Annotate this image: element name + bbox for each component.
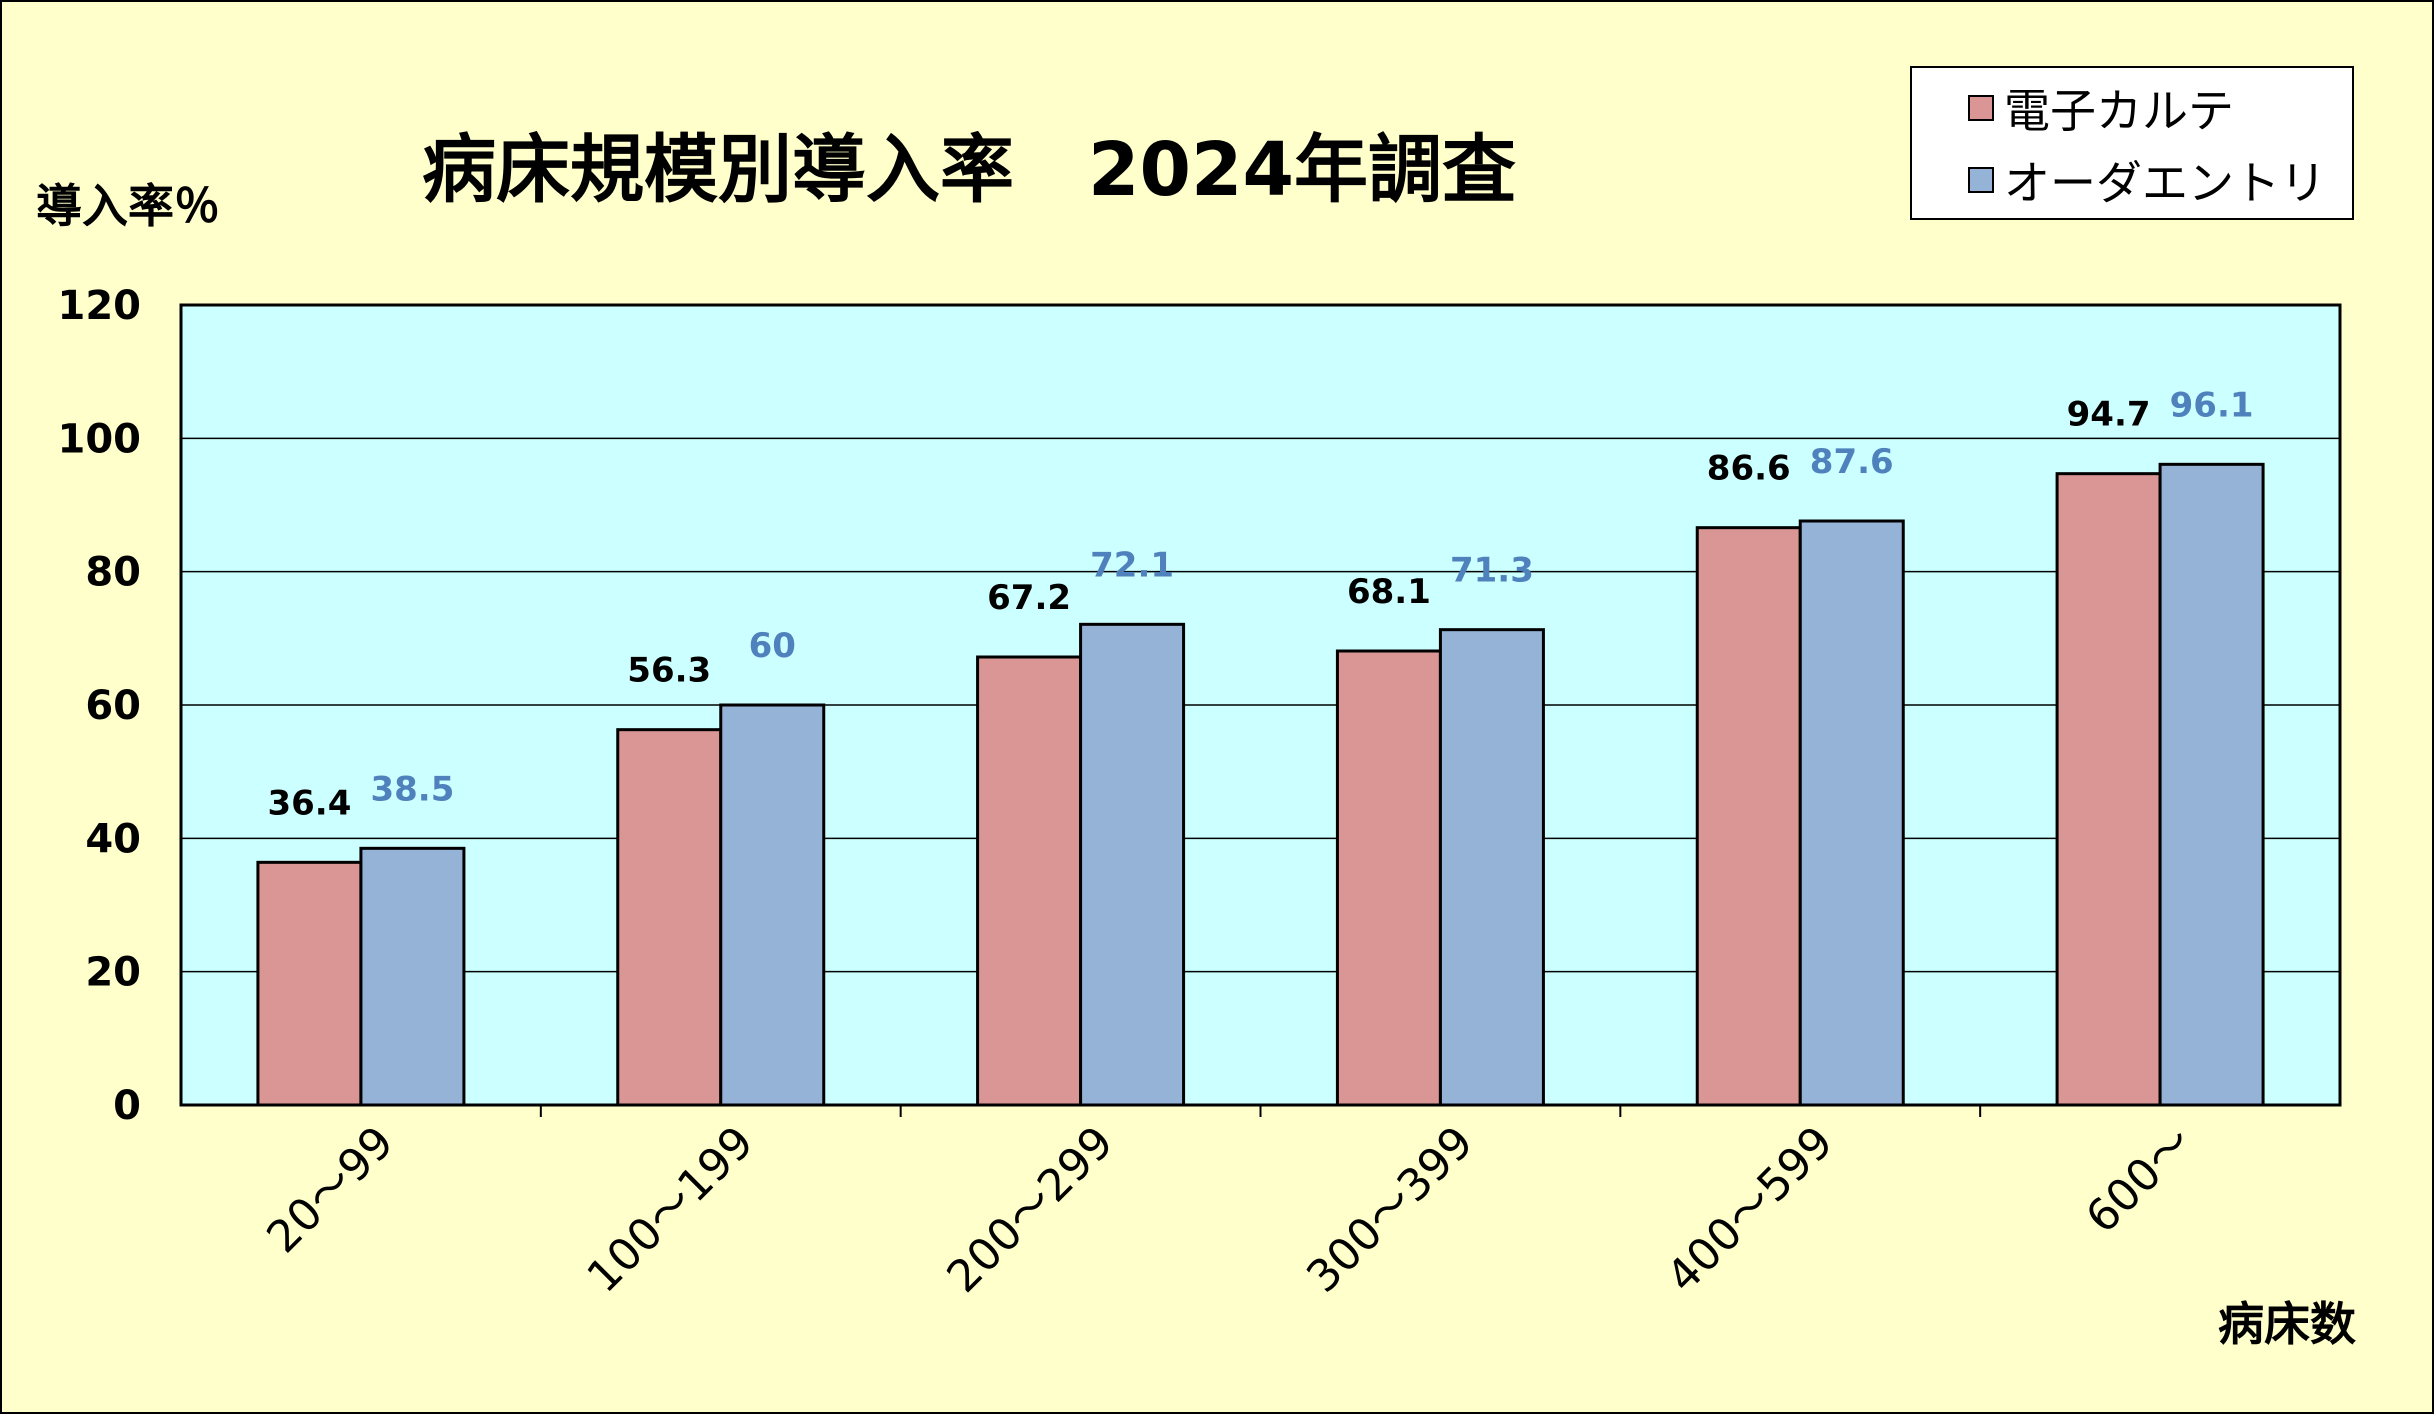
bar <box>2055 472 2162 1107</box>
value-label: 71.3 <box>1450 551 1534 591</box>
grid-lines <box>181 437 2340 973</box>
bar <box>616 728 723 1107</box>
chart-title: 病床規模別導入率 2024年調査 <box>422 127 1516 213</box>
value-label: 86.6 <box>1707 449 1791 489</box>
value-label: 60 <box>749 626 796 666</box>
x-axis-title: 病床数 <box>2218 1297 2356 1351</box>
legend-swatch-emr <box>1968 95 1994 121</box>
y-tick-labels: 0 20 40 60 80 100 120 <box>58 283 142 1129</box>
bar <box>1079 622 1186 1107</box>
bar <box>1335 649 1442 1107</box>
axes <box>179 305 2340 1117</box>
value-label: 87.6 <box>1810 442 1894 482</box>
legend-label-emr: 電子カルテ <box>2004 84 2234 138</box>
bar <box>359 846 466 1107</box>
legend-item-emr: 電子カルテ <box>1968 78 2234 138</box>
bar <box>719 703 826 1107</box>
value-label: 56.3 <box>627 651 711 691</box>
bar <box>1438 628 1545 1107</box>
y-tick-label: 20 <box>85 950 141 996</box>
value-label: 38.5 <box>370 769 454 809</box>
y-tick-label: 120 <box>58 283 142 329</box>
legend: 電子カルテ オーダエントリ <box>1910 66 2354 220</box>
value-label: 96.1 <box>2170 385 2254 425</box>
bar <box>1798 519 1905 1107</box>
value-labels: 36.4 38.5 56.3 60 67.2 72.1 68.1 71.3 86.6 87.6 94… <box>267 385 2253 823</box>
x-tick-labels: 20～99 100～199 200～299 300～399 400～599 600～ <box>257 1117 2203 1303</box>
y-tick-label: 40 <box>85 816 141 862</box>
x-tick-label: 100～199 <box>578 1117 764 1303</box>
legend-swatch-order-entry <box>1968 167 1994 193</box>
bars <box>256 462 2265 1107</box>
y-tick-label: 100 <box>58 416 142 462</box>
x-tick-label: 400～599 <box>1657 1117 1843 1303</box>
bar <box>976 655 1083 1107</box>
value-label: 36.4 <box>267 783 351 823</box>
legend-label-order-entry: オーダエントリ <box>2004 156 2326 210</box>
value-label: 72.1 <box>1090 545 1174 585</box>
bar <box>256 860 363 1107</box>
x-tick-label: 200～299 <box>937 1117 1123 1303</box>
value-label: 67.2 <box>987 578 1071 618</box>
value-label: 94.7 <box>2067 395 2151 435</box>
x-tick-label: 600～ <box>2076 1117 2203 1244</box>
y-tick-label: 80 <box>85 550 141 596</box>
y-tick-label: 60 <box>85 683 141 729</box>
bar <box>1695 526 1802 1107</box>
legend-item-order-entry: オーダエントリ <box>1968 150 2326 210</box>
x-tick-label: 300～399 <box>1297 1117 1483 1303</box>
y-axis-title: 導入率％ <box>36 179 220 233</box>
bar <box>2158 462 2265 1107</box>
value-label: 68.1 <box>1347 572 1431 612</box>
x-tick-label: 20～99 <box>257 1117 403 1263</box>
y-tick-label: 0 <box>113 1083 141 1129</box>
